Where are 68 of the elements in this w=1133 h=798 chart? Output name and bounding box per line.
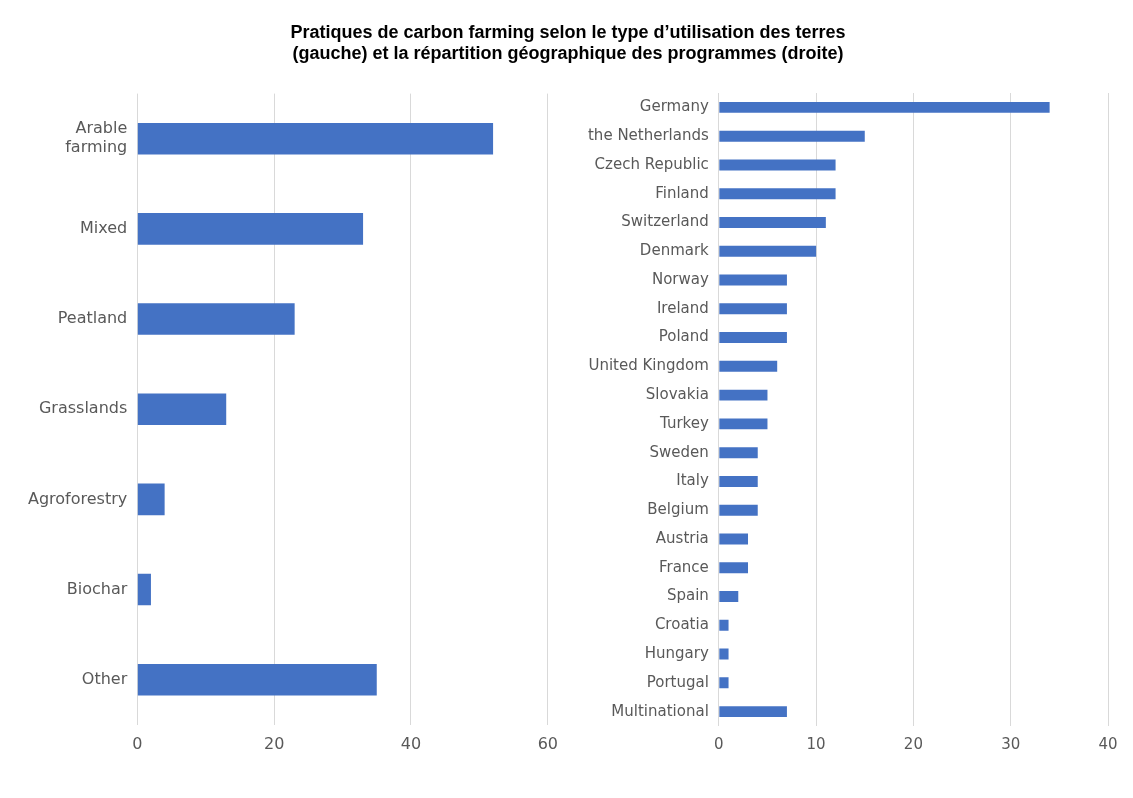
bar <box>137 393 227 425</box>
bar <box>719 274 787 286</box>
y-tick-label: Multinational <box>611 701 709 720</box>
x-tick-label: 40 <box>1098 734 1118 753</box>
bar <box>137 122 494 155</box>
x-tick-label: 60 <box>537 733 558 753</box>
y-tick-label: Finland <box>655 183 709 202</box>
bar <box>719 360 778 372</box>
bar <box>719 619 729 631</box>
y-tick-label: Norway <box>651 269 709 288</box>
x-tick-label: 40 <box>400 733 422 753</box>
x-tick-label: 0 <box>714 734 724 753</box>
bar <box>719 533 749 545</box>
y-tick-label: Agroforestry <box>28 488 128 508</box>
y-tick-label: United Kingdom <box>588 356 709 375</box>
bar <box>719 130 865 142</box>
bar <box>719 504 758 516</box>
y-tick-label: Croatia <box>654 615 709 634</box>
y-tick-label: Mixed <box>80 218 128 238</box>
bar <box>719 303 787 315</box>
bar <box>719 677 729 689</box>
y-tick-label: Switzerland <box>621 212 709 231</box>
bar <box>137 573 151 606</box>
y-tick-label: Hungary <box>644 643 709 662</box>
y-tick-label: Sweden <box>649 442 709 461</box>
bar <box>719 245 817 257</box>
bar <box>719 217 826 228</box>
y-tick-label: Biochar <box>66 578 128 598</box>
y-tick-label: Germany <box>639 97 709 116</box>
bar <box>719 562 749 574</box>
bar <box>719 389 768 401</box>
y-tick-label: Spain <box>666 586 709 605</box>
y-tick-label: Poland <box>658 327 709 346</box>
bar <box>719 475 758 487</box>
bar <box>719 418 768 430</box>
y-tick-label: Belgium <box>647 500 709 519</box>
y-tick-label: Arable farming <box>65 118 128 157</box>
bar <box>719 447 758 459</box>
y-tick-label: Peatland <box>57 308 128 328</box>
bar <box>719 332 787 344</box>
bar <box>719 648 729 660</box>
bar <box>719 101 1050 113</box>
y-tick-label: Italy <box>676 471 709 490</box>
y-tick-label: Ireland <box>656 298 709 317</box>
bar <box>719 591 739 602</box>
x-tick-label: 0 <box>132 733 143 753</box>
y-tick-label: France <box>658 557 709 576</box>
y-tick-label: Austria <box>655 528 709 547</box>
bar <box>137 483 165 516</box>
x-tick-label: 20 <box>263 733 285 753</box>
y-tick-label: Other <box>81 668 128 688</box>
bar <box>719 159 836 171</box>
y-tick-label: Grasslands <box>38 398 128 418</box>
chart-title: Pratiques de carbon farming selon le type d’utilisation des terres (gauche) et la répartition géographique des programmes (droite) <box>289 21 847 65</box>
y-tick-label: the Netherlands <box>587 126 709 145</box>
y-tick-label: Denmark <box>639 241 710 260</box>
x-tick-label: 30 <box>1001 734 1021 753</box>
bar <box>137 213 364 245</box>
x-tick-label: 10 <box>806 734 826 753</box>
bar <box>719 706 787 718</box>
y-tick-label: Portugal <box>646 672 709 691</box>
y-tick-label: Turkey <box>658 413 709 432</box>
x-tick-label: 20 <box>903 734 923 753</box>
y-tick-label: Czech Republic <box>594 154 709 173</box>
bar <box>137 303 295 335</box>
y-tick-label: Slovakia <box>645 385 709 403</box>
bar <box>137 663 377 696</box>
bar <box>719 188 836 200</box>
